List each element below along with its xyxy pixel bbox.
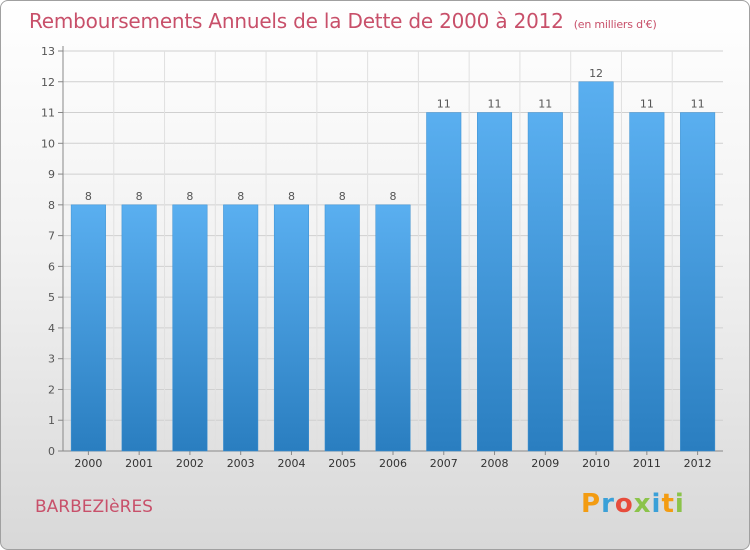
data-label: 11 (488, 98, 502, 111)
data-label: 11 (640, 98, 654, 111)
bars (70, 81, 716, 452)
y-tick-label: 13 (41, 45, 55, 58)
logo-letter: i (651, 489, 662, 519)
y-tick-label: 6 (48, 260, 55, 273)
x-tick-label: 2000 (74, 457, 102, 470)
data-label: 11 (691, 98, 705, 111)
y-tick-label: 0 (48, 445, 55, 458)
data-label: 11 (538, 98, 552, 111)
y-tick-label: 10 (41, 137, 55, 150)
x-tick-label: 2010 (582, 457, 610, 470)
logo-letter: P (581, 489, 602, 519)
data-label: 8 (85, 190, 92, 203)
x-tick-label: 2009 (531, 457, 559, 470)
y-tick-label: 11 (41, 107, 55, 120)
data-label: 8 (237, 190, 244, 203)
bar-2009 (527, 112, 563, 452)
logo-letter: x (633, 489, 652, 519)
y-tick-label: 3 (48, 353, 55, 366)
chart-title: Remboursements Annuels de la Dette de 20… (29, 9, 657, 33)
y-tick-label: 2 (48, 383, 55, 396)
data-label: 12 (589, 67, 603, 80)
y-tick-label: 8 (48, 199, 55, 212)
x-tick-label: 2003 (227, 457, 255, 470)
logo-letter: t (661, 489, 675, 519)
bar-2006 (375, 204, 411, 452)
bar-2012 (680, 112, 716, 452)
logo-letter: i (674, 489, 685, 519)
data-label: 8 (339, 190, 346, 203)
x-tick-label: 2004 (277, 457, 305, 470)
data-label: 11 (437, 98, 451, 111)
bar-2004 (273, 204, 309, 452)
data-label: 8 (288, 190, 295, 203)
bar-2002 (172, 204, 208, 452)
place-name: BARBEZIèRES (35, 497, 153, 517)
bar-2000 (70, 204, 106, 452)
bar-2010 (578, 81, 614, 452)
bar-2011 (629, 112, 665, 452)
y-tick-label: 4 (48, 322, 55, 335)
y-tick-label: 5 (48, 291, 55, 304)
labels: 8 2000 8 2001 8 2002 8 2003 8 2004 8 2005 8 2006 11 200… (74, 67, 711, 470)
x-tick-label: 2011 (633, 457, 661, 470)
data-label: 8 (136, 190, 143, 203)
bar-2001 (121, 204, 157, 452)
x-tick-label: 2005 (328, 457, 356, 470)
x-tick-label: 2001 (125, 457, 153, 470)
bar-2007 (426, 112, 462, 452)
logo-letter: r (601, 489, 615, 519)
y-tick-label: 7 (48, 230, 55, 243)
logo-letter: o (614, 489, 634, 519)
y-tick-label: 12 (41, 76, 55, 89)
bar-2008 (477, 112, 513, 452)
x-tick-label: 2006 (379, 457, 407, 470)
chart-subtitle: (en milliers d'€) (573, 18, 657, 31)
data-label: 8 (390, 190, 397, 203)
y-tick-label: 9 (48, 168, 55, 181)
x-tick-label: 2002 (176, 457, 204, 470)
bar-2003 (223, 204, 259, 452)
y-tick-label: 1 (48, 414, 55, 427)
proxiti-logo[interactable]: Proxiti (581, 489, 685, 519)
bar-2005 (324, 204, 360, 452)
chart-title-text: Remboursements Annuels de la Dette de 20… (29, 9, 564, 33)
x-tick-label: 2008 (481, 457, 509, 470)
x-tick-label: 2007 (430, 457, 458, 470)
x-tick-label: 2012 (684, 457, 712, 470)
data-label: 8 (186, 190, 193, 203)
